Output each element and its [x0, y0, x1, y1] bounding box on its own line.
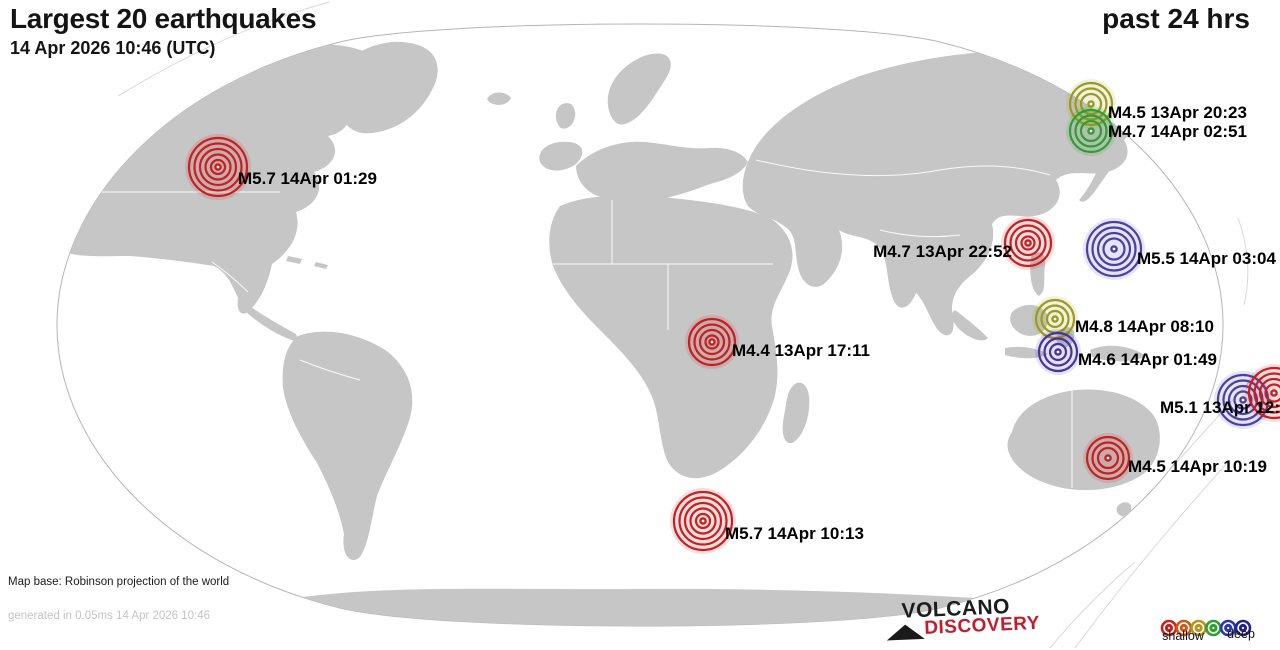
plate-boundary-lines [117, 1, 1259, 649]
quake-marker[interactable] [1032, 296, 1078, 342]
country-borders [92, 159, 1073, 488]
iceland [487, 92, 511, 105]
tasmania [1116, 502, 1132, 517]
depth-legend-icons [1160, 619, 1252, 637]
scandinavia [607, 53, 671, 125]
quake-marker[interactable] [1083, 218, 1145, 280]
volcano-icon [886, 623, 925, 641]
continent-antarctica [282, 588, 1048, 626]
generated-note: generated in 0.05ms 14 Apr 2026 10:46 [8, 610, 211, 622]
quake-marker[interactable] [670, 488, 736, 554]
quake-marker[interactable] [1083, 433, 1133, 483]
central-america [244, 302, 299, 342]
quake-label[interactable]: M4.5 13Apr 20:23 [1108, 103, 1247, 122]
quake-label[interactable]: M5.1 13Apr 12: [1160, 398, 1280, 417]
quake-label[interactable]: M5.5 14Apr 03:04 [1137, 249, 1276, 268]
continent-south-america [282, 331, 413, 561]
quake-label[interactable]: M4.7 13Apr 22:52 [873, 242, 1012, 261]
quake-marker[interactable] [1035, 329, 1081, 375]
quake-label[interactable]: M4.8 14Apr 08:10 [1075, 317, 1214, 336]
continent-africa [549, 195, 793, 479]
quake-marker[interactable] [1066, 106, 1116, 156]
page-title: Largest 20 earthquakes [10, 3, 317, 34]
quake-label[interactable]: M5.7 14Apr 01:29 [238, 169, 377, 188]
caribbean-islands [286, 256, 328, 269]
quake-marker[interactable] [685, 315, 739, 369]
depth-legend-circle [1224, 623, 1233, 633]
legend-deep-label: deep [1227, 627, 1255, 641]
philippines [1030, 252, 1046, 296]
logo-word-discovery: DISCOVERY [923, 612, 1041, 639]
madagascar [782, 382, 810, 444]
continent-greenland [334, 41, 438, 134]
quake-marker[interactable] [185, 134, 251, 200]
quake-label[interactable]: M4.7 14Apr 02:51 [1108, 122, 1247, 141]
depth-legend-circle [1209, 623, 1218, 633]
quake-marker[interactable] [1001, 216, 1055, 270]
legend-shallow-label: shallow [1162, 629, 1204, 643]
continent-asia [742, 50, 1189, 336]
quake-label[interactable]: M4.6 14Apr 01:49 [1078, 350, 1217, 369]
quake-marker[interactable] [1245, 364, 1280, 422]
british-isles [555, 103, 576, 129]
timestamp-utc: 14 Apr 2026 10:46 (UTC) [10, 38, 216, 58]
java [1005, 346, 1048, 359]
depth-legend-circle [1179, 623, 1188, 633]
quake-label[interactable]: M4.5 14Apr 10:19 [1128, 457, 1267, 476]
quake-marker[interactable] [1066, 79, 1116, 129]
period-label: past 24 hrs [1102, 3, 1250, 34]
quake-label[interactable]: M5.7 14Apr 10:13 [725, 524, 864, 543]
new-guinea [1090, 345, 1146, 362]
depth-legend-circle [1234, 619, 1252, 637]
iberia [539, 141, 583, 171]
depth-legend-circle [1194, 623, 1203, 633]
quake-label[interactable]: M4.4 13Apr 17:11 [732, 341, 870, 360]
depth-legend-circle [1238, 623, 1248, 633]
continent-europe [576, 141, 748, 202]
sumatra [951, 310, 988, 341]
depth-legend-circle [1164, 623, 1174, 633]
map-base-note: Map base: Robinson projection of the wor… [8, 576, 230, 588]
japan [1079, 132, 1126, 202]
volcano-discovery-logo[interactable]: VOLCANO DISCOVERY [885, 594, 1047, 647]
